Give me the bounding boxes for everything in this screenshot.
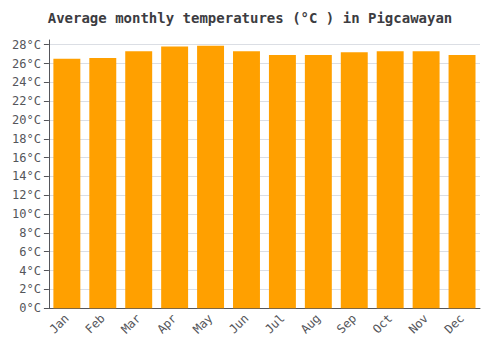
svg-text:May: May <box>190 311 215 336</box>
svg-text:14°C: 14°C <box>12 169 41 183</box>
svg-text:Mar: Mar <box>118 311 143 336</box>
svg-text:Dec: Dec <box>442 311 467 336</box>
svg-text:0°C: 0°C <box>19 301 41 315</box>
svg-text:2°C: 2°C <box>19 282 41 296</box>
svg-text:26°C: 26°C <box>12 57 41 71</box>
svg-text:Jun: Jun <box>226 311 251 336</box>
svg-text:Sep: Sep <box>334 311 359 336</box>
svg-text:Feb: Feb <box>83 311 108 336</box>
svg-text:24°C: 24°C <box>12 75 41 89</box>
svg-text:20°C: 20°C <box>12 113 41 127</box>
svg-text:28°C: 28°C <box>12 38 41 52</box>
svg-text:6°C: 6°C <box>19 245 41 259</box>
svg-text:Jan: Jan <box>47 311 72 336</box>
svg-text:Nov: Nov <box>406 311 431 336</box>
svg-text:Oct: Oct <box>370 311 395 336</box>
svg-text:8°C: 8°C <box>19 226 41 240</box>
svg-text:22°C: 22°C <box>12 94 41 108</box>
svg-text:Jul: Jul <box>262 311 287 336</box>
svg-text:Apr: Apr <box>154 311 179 336</box>
svg-text:Aug: Aug <box>298 311 323 336</box>
svg-text:12°C: 12°C <box>12 188 41 202</box>
svg-text:4°C: 4°C <box>19 264 41 278</box>
svg-text:18°C: 18°C <box>12 132 41 146</box>
svg-text:10°C: 10°C <box>12 207 41 221</box>
svg-text:Average monthly temperatures (: Average monthly temperatures (°C ) in Pi… <box>48 10 453 26</box>
svg-text:16°C: 16°C <box>12 151 41 165</box>
